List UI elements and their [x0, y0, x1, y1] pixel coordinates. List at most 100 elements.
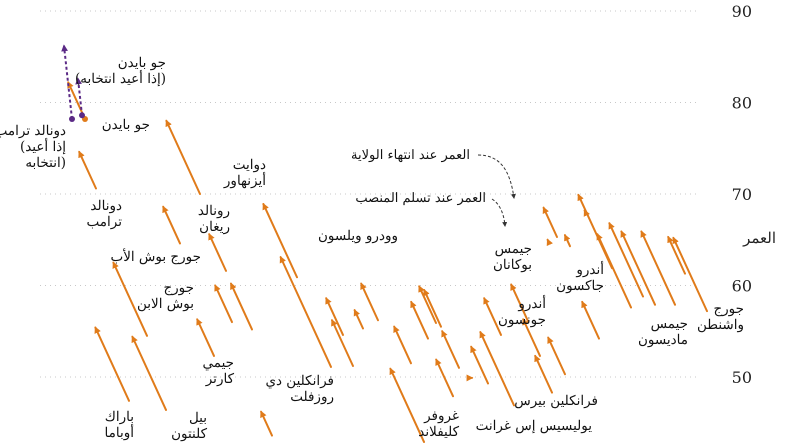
president-label-line: دونالد	[90, 198, 122, 214]
president-label-wilson: وودرو ويلسون	[318, 228, 398, 244]
term-arrow	[483, 297, 502, 336]
term-arrow	[262, 202, 298, 279]
term-arrow	[522, 318, 541, 357]
term-arrow	[208, 233, 227, 272]
president-label-line: فرانكلين بيرس	[514, 393, 598, 409]
term-arrow	[547, 336, 566, 376]
annotations: العمر عند انتهاء الولاية العمر عند تسلم …	[351, 148, 516, 227]
term-arrow	[78, 150, 97, 190]
term-arrow	[534, 354, 553, 394]
term-arrow	[672, 236, 708, 313]
president-label-line: رونالد	[198, 203, 230, 219]
president-label-line: ريغان	[199, 219, 230, 235]
term-arrow	[165, 119, 201, 195]
term-arrow	[418, 285, 437, 325]
president-label-line: أوباما	[105, 422, 135, 441]
president-label-line: كلنتون	[171, 426, 208, 442]
term-arrow	[131, 335, 167, 411]
term-arrow	[360, 282, 379, 322]
president-label-line: غروفر	[423, 408, 459, 424]
term-arrow	[331, 319, 354, 368]
term-arrow	[393, 325, 412, 365]
reelection-arrow	[61, 44, 73, 120]
reelection-start-dot	[69, 115, 75, 122]
term-arrow	[112, 261, 148, 337]
president-label-line: جيمي	[203, 355, 234, 371]
y-axis-ticks: 50 60 70 80 90	[732, 2, 752, 387]
term-arrow	[620, 230, 656, 306]
term-arrow	[667, 235, 686, 275]
president-label-line: بوكانان	[493, 257, 532, 273]
term-arrow	[563, 233, 571, 248]
president-label-line: واشنطن	[697, 317, 744, 333]
president-label-line: جو بايدن	[118, 55, 166, 71]
reelection-start-dot	[79, 112, 85, 119]
term-arrow	[353, 308, 364, 330]
term-arrow	[479, 330, 515, 407]
president-label-line: فرانكلين دي	[265, 373, 334, 389]
term-arrow	[389, 367, 425, 443]
president-label-line: ماديسون	[638, 332, 688, 348]
y-tick-label: 70	[732, 185, 752, 204]
end-age-leader-line	[477, 154, 516, 199]
term-arrow	[608, 222, 644, 298]
start-age-leader-line	[491, 198, 508, 227]
president-label-line: يوليسيس إس غرانت	[476, 418, 593, 434]
president-labels: جورجواشنطنجيمسماديسونأندروجاكسونفرانكلين…	[0, 55, 744, 442]
y-tick-label: 80	[732, 94, 752, 113]
president-label-line: دوايت	[233, 157, 266, 173]
president-label-line: دونالد ترامب	[0, 123, 66, 139]
president-label-line: باراك	[105, 409, 134, 425]
president-label-grant: يوليسيس إس غرانت	[476, 418, 593, 434]
president-label-line: أندرو	[575, 259, 604, 278]
president-label-pierce: فرانكلين بيرس	[514, 393, 598, 409]
term-arrow	[325, 297, 344, 336]
end-age-annotation: العمر عند انتهاء الولاية	[351, 148, 470, 163]
term-arrow	[542, 206, 558, 239]
term-arrow	[470, 345, 489, 385]
term-arrow	[510, 283, 529, 323]
term-arrow	[162, 205, 181, 245]
president-label-line: أيزنهاور	[223, 170, 266, 189]
term-arrow	[441, 330, 460, 369]
reelection-arrow	[75, 77, 83, 116]
president-label-biden: جو بايدن	[102, 117, 150, 133]
term-arrow	[196, 318, 215, 357]
president-label-line: جورج	[713, 301, 744, 317]
president-label-line: (إذا أعيد	[20, 136, 66, 155]
term-arrow	[581, 300, 600, 340]
term-arrow	[640, 230, 676, 306]
president-label-line: كارتر	[205, 371, 235, 387]
president-label-line: كليفلاند	[418, 424, 459, 440]
president-label-line: جو بايدن	[102, 117, 150, 133]
y-tick-label: 90	[732, 2, 752, 21]
term-arrow	[230, 282, 253, 331]
president-label-line: أندرو	[517, 293, 546, 312]
president-label-line: بوش الابن	[137, 296, 194, 312]
start-age-annotation: العمر عند تسلم المنصب	[355, 191, 486, 206]
president-label-line: جاكسون	[556, 278, 604, 294]
president-label-line: وودرو ويلسون	[318, 228, 398, 244]
president-label-line: انتخابه)	[25, 155, 66, 171]
y-tick-label: 50	[732, 368, 752, 387]
president-label-line: ترامب	[87, 214, 123, 230]
y-tick-label: 60	[732, 277, 752, 296]
president-label-bush41: جورج بوش الأب	[110, 247, 201, 265]
president-label-line: جيمس	[651, 316, 688, 332]
term-arrows	[67, 81, 708, 443]
president-label-line: جورج	[163, 280, 194, 296]
